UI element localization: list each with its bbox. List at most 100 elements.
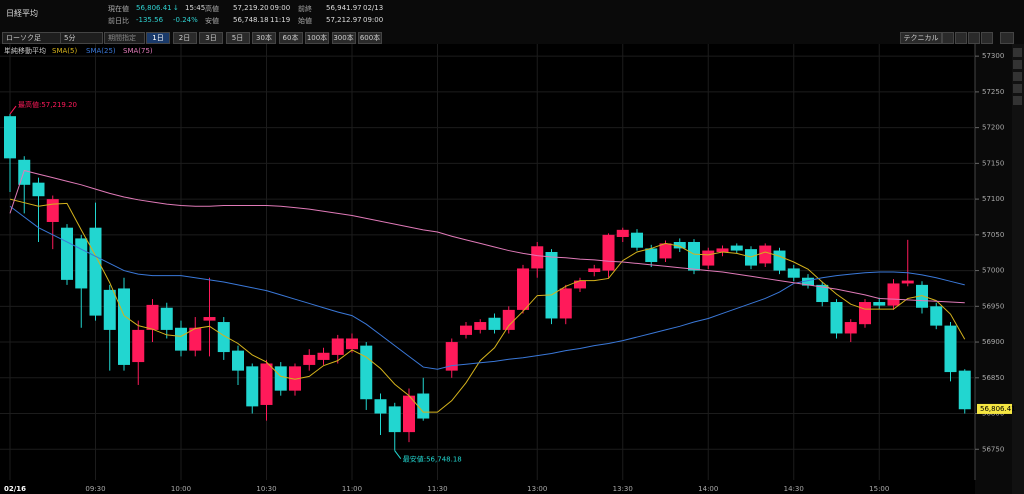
range-button[interactable]: 2日 [172,32,197,44]
y-tick-label: 57100 [982,195,1004,203]
x-tick-label: 13:30 [613,485,633,493]
icon[interactable] [1013,48,1022,57]
candle-body [146,304,159,330]
candle-body [716,248,729,252]
candle-body [830,302,843,334]
candle-body [289,366,301,391]
candle-body [303,354,316,365]
range-button[interactable]: 3日 [199,32,223,44]
candle-body [103,289,116,330]
candle-body [46,199,59,222]
side-strip [1012,44,1024,494]
y-tick-label: 57200 [982,124,1004,132]
x-tick-label: 13:00 [527,485,547,493]
stat-value: 56,806.41 [136,4,172,12]
x-tick-label: 10:30 [256,485,276,493]
y-tick-label: 57000 [982,267,1004,275]
candle-body [887,283,900,306]
tool[interactable] [1000,32,1014,44]
stat-value: -135.56 [136,16,164,24]
candle-body [958,370,971,410]
icon[interactable] [1013,84,1022,93]
candle-body [502,309,515,330]
y-tick-label: 56850 [982,374,1004,382]
range-button[interactable]: 600本 [358,32,382,44]
candle-body [802,277,814,286]
legend-entry: SMA(5) [52,47,77,55]
candle-body [203,317,216,321]
candle-body [417,393,430,419]
candle-body [873,302,886,306]
tool[interactable] [942,32,954,44]
candle-body [274,366,287,391]
stat-time: 11:19 [270,16,291,24]
candle-body [189,327,202,351]
period[interactable]: 期間指定 [104,32,145,44]
candle-body [374,399,387,414]
range-button[interactable]: 100本 [305,32,329,44]
tool[interactable] [968,32,980,44]
candle-body [659,243,672,259]
candle-body [217,322,230,353]
candle-body [32,182,45,197]
x-tick-label: 10:00 [171,485,191,493]
stat-label: 安値 [205,17,219,25]
price-tag [977,403,1012,414]
candle-body [787,268,800,278]
candle-body [403,395,415,433]
range-button[interactable]: 60本 [278,32,303,44]
stat-extra: -0.24% [173,16,198,24]
stat-value: 57,219.20 [233,4,269,12]
candle-body [531,246,544,269]
annotation-line [9,105,17,115]
y-tick-label: 56950 [982,302,1004,310]
candle-body [559,288,572,319]
candle-body [588,268,601,273]
range-button[interactable]: 1日 [146,32,170,44]
candle-body [246,366,259,407]
icon[interactable] [1013,96,1022,105]
plot-bg [0,44,975,494]
legend-entry: SMA(75) [123,47,153,55]
stat-value: 57,212.97 [326,16,362,24]
candle-body [574,280,586,289]
technical[interactable]: テクニカル [900,32,942,44]
candle-body [18,159,31,185]
candle-body [901,280,914,284]
y-tick-label: 57300 [982,52,1004,60]
range-button[interactable]: 30本 [252,32,276,44]
candle-body [331,338,344,355]
x-tick-label: 14:00 [698,485,718,493]
candle-body [360,345,373,400]
range-button[interactable]: 5日 [225,32,250,44]
interval[interactable]: 5分 [60,32,103,44]
icon[interactable] [1013,72,1022,81]
stat-time: 15:45 [185,4,206,12]
y-tick-label: 56900 [982,338,1004,346]
low-label: 最安値:56,748.18 [403,455,462,464]
stat-label: 現在値 [108,5,129,13]
sma-line [9,198,966,413]
y-tick-label: 57150 [982,159,1004,167]
candle-body [616,229,629,237]
icon[interactable] [1013,60,1022,69]
candle-body [175,327,187,351]
annotation-line [394,450,402,459]
instrument-title: 日経平均 [6,9,38,18]
range-button[interactable]: 300本 [331,32,356,44]
candle-body [759,245,772,264]
candle-body [61,227,73,280]
chart-kind[interactable]: ローソク足 [2,32,61,44]
candle-body [688,241,700,271]
candle-body [844,322,857,334]
candle-body [4,116,16,159]
candle-body [773,250,786,271]
x-tick-label: 14:30 [784,485,804,493]
candle-body [160,307,173,330]
stat-extra: ↓ [173,4,179,12]
tool[interactable] [955,32,967,44]
candle-body [260,363,273,405]
candle-body [474,322,487,330]
candle-body [132,329,145,363]
tool[interactable] [981,32,993,44]
